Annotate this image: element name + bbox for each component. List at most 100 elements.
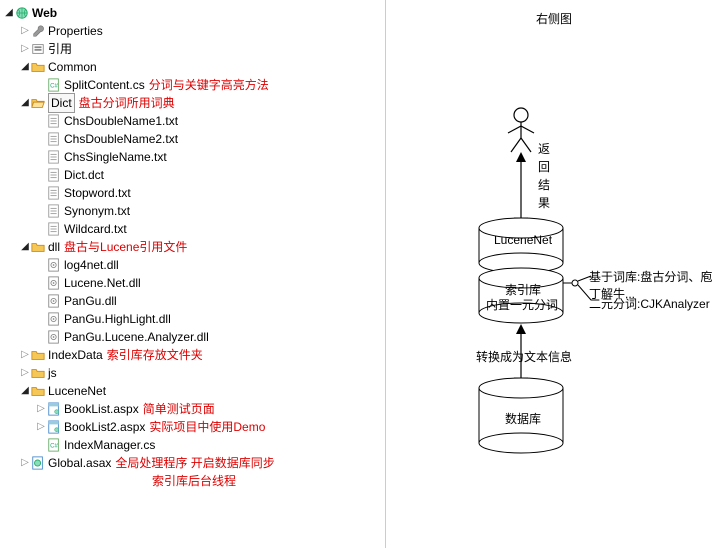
- tree-item[interactable]: log4net.dll: [4, 256, 381, 274]
- tree-item-label: Common: [48, 58, 97, 76]
- txt-icon: [46, 113, 62, 129]
- root-label: Web: [32, 4, 57, 22]
- spacer: [36, 202, 46, 220]
- tree-item[interactable]: ChsSingleName.txt: [4, 148, 381, 166]
- tree-item-label: Synonym.txt: [64, 202, 130, 220]
- tree-item-label: BookList.aspx: [64, 400, 139, 418]
- dll-icon: [46, 257, 62, 273]
- chevron-right-icon[interactable]: ▷: [20, 364, 30, 382]
- tree-item[interactable]: ◢dll盘古与Lucene引用文件: [4, 238, 381, 256]
- tree-item[interactable]: Wildcard.txt: [4, 220, 381, 238]
- tree-item[interactable]: PanGu.Lucene.Analyzer.dll: [4, 328, 381, 346]
- tree-item[interactable]: Lucene.Net.dll: [4, 274, 381, 292]
- spacer: [36, 256, 46, 274]
- spacer: [36, 148, 46, 166]
- tree-item-label: 引用: [48, 40, 72, 58]
- tree-item[interactable]: ▷BookList2.aspx实际项目中使用Demo: [4, 418, 381, 436]
- spacer: [36, 130, 46, 148]
- spacer: [36, 184, 46, 202]
- tree-item[interactable]: ▷ js: [4, 364, 381, 382]
- tree-item[interactable]: ▷IndexData索引库存放文件夹: [4, 346, 381, 364]
- chevron-down-icon[interactable]: ◢: [20, 58, 30, 76]
- txt-icon: [46, 185, 62, 201]
- tree-item-label: js: [48, 364, 57, 382]
- tree-item[interactable]: ChsDoubleName1.txt: [4, 112, 381, 130]
- chevron-down-icon[interactable]: ◢: [20, 382, 30, 400]
- tree-item[interactable]: Dict.dct: [4, 166, 381, 184]
- tree-item[interactable]: ◢ Common: [4, 58, 381, 76]
- tree-item-label: ChsDoubleName1.txt: [64, 112, 178, 130]
- tree-item-label: IndexData: [48, 346, 103, 364]
- tree-item-note: 全局处理程序 开启数据库同步: [115, 454, 274, 472]
- tree-item-label: Dict: [48, 93, 75, 113]
- chevron-down-icon[interactable]: ◢: [20, 94, 30, 112]
- tree-item[interactable]: 索引库后台线程: [4, 472, 381, 490]
- tree-item-note: 索引库后台线程: [152, 472, 236, 490]
- tree-item-label: PanGu.dll: [64, 292, 117, 310]
- folder-icon: [30, 59, 46, 75]
- tree-item[interactable]: ▷BookList.aspx简单测试页面: [4, 400, 381, 418]
- return-result-label: 返 回 结 果: [538, 140, 552, 212]
- dll-icon: [46, 293, 62, 309]
- dll-icon: [46, 275, 62, 291]
- tree-item[interactable]: C#IndexManager.cs: [4, 436, 381, 454]
- tree-item-label: LuceneNet: [48, 382, 106, 400]
- lucenenet-label: LuceneNet: [494, 233, 552, 247]
- builtin-label: 内置一元分词: [486, 296, 558, 313]
- tree-item-label: PanGu.HighLight.dll: [64, 310, 171, 328]
- ref-icon: [30, 41, 46, 57]
- chevron-right-icon[interactable]: ▷: [20, 454, 30, 472]
- cs-icon: C#: [46, 437, 62, 453]
- asax-icon: [30, 455, 46, 471]
- svg-text:C#: C#: [50, 443, 58, 450]
- spacer: [36, 112, 46, 130]
- spacer: [36, 166, 46, 184]
- chevron-right-icon[interactable]: ▷: [36, 418, 46, 436]
- tree-item[interactable]: Stopword.txt: [4, 184, 381, 202]
- chevron-right-icon[interactable]: ▷: [20, 40, 30, 58]
- aspx-icon: [46, 419, 62, 435]
- folder-icon: [30, 383, 46, 399]
- tree-item-note: 盘古分词所用词典: [79, 94, 175, 112]
- chevron-right-icon[interactable]: ▷: [36, 400, 46, 418]
- tree-item[interactable]: ▷ 引用: [4, 40, 381, 58]
- tree-item[interactable]: PanGu.HighLight.dll: [4, 310, 381, 328]
- tree-item[interactable]: Synonym.txt: [4, 202, 381, 220]
- tree-item-label: Dict.dct: [64, 166, 104, 184]
- tree-item-note: 盘古与Lucene引用文件: [64, 238, 187, 256]
- tree-item-label: Wildcard.txt: [64, 220, 127, 238]
- folder-open-icon: [30, 95, 46, 111]
- chevron-right-icon[interactable]: ▷: [20, 22, 30, 40]
- spacer: [36, 220, 46, 238]
- tree-item-label: ChsDoubleName2.txt: [64, 130, 178, 148]
- tree-item[interactable]: ChsDoubleName2.txt: [4, 130, 381, 148]
- chevron-down-icon[interactable]: ◢: [4, 4, 14, 22]
- folder-icon: [30, 239, 46, 255]
- chevron-right-icon[interactable]: ▷: [20, 346, 30, 364]
- cs-icon: C#: [46, 77, 62, 93]
- aspx-icon: [46, 401, 62, 417]
- tree-item[interactable]: ▷ Properties: [4, 22, 381, 40]
- web-icon: [14, 5, 30, 21]
- tree-item-note: 分词与关键字高亮方法: [149, 76, 269, 94]
- txt-icon: [46, 149, 62, 165]
- folder-icon: [30, 365, 46, 381]
- tree-item-label: Global.asax: [48, 454, 111, 472]
- txt-icon: [46, 203, 62, 219]
- folder-icon: [30, 347, 46, 363]
- solution-tree: ◢ Web ▷Properties▷引用◢Common C#SplitConte…: [0, 0, 385, 548]
- spacer: [36, 310, 46, 328]
- txt-icon: [46, 221, 62, 237]
- tree-item[interactable]: PanGu.dll: [4, 292, 381, 310]
- tree-item[interactable]: ◢ Dict盘古分词所用词典: [4, 94, 381, 112]
- tree-item-label: ChsSingleName.txt: [64, 148, 167, 166]
- blank-icon: [130, 473, 146, 489]
- tree-item[interactable]: ◢ LuceneNet: [4, 382, 381, 400]
- tree-root[interactable]: ◢ Web: [4, 4, 381, 22]
- tree-item-label: Properties: [48, 22, 103, 40]
- spacer: [36, 328, 46, 346]
- chevron-down-icon[interactable]: ◢: [20, 238, 30, 256]
- tree-item[interactable]: C#SplitContent.cs分词与关键字高亮方法: [4, 76, 381, 94]
- tree-item-label: SplitContent.cs: [64, 76, 145, 94]
- tree-item[interactable]: ▷ Global.asax全局处理程序 开启数据库同步: [4, 454, 381, 472]
